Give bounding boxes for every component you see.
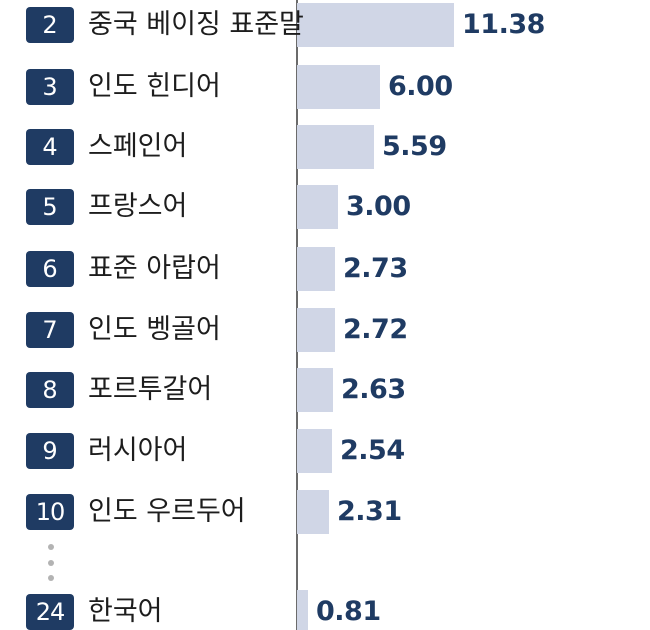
bar-row: 9 러시아어 2.54 — [0, 429, 650, 473]
bar-row: 24 한국어 0.81 — [0, 590, 650, 630]
bar-row: 10 인도 우르두어 2.31 — [0, 490, 650, 534]
value-label: 0.81 — [316, 596, 381, 627]
rank-badge: 7 — [26, 312, 74, 348]
bar — [297, 3, 454, 47]
rank-badge: 2 — [26, 7, 74, 43]
rank-badge: 8 — [26, 372, 74, 408]
rank-badge: 3 — [26, 69, 74, 105]
category-label: 인도 벵골어 — [88, 314, 221, 345]
category-label: 프랑스어 — [88, 191, 188, 222]
category-label: 러시아어 — [88, 435, 188, 466]
bar-row: 6 표준 아랍어 2.73 — [0, 247, 650, 291]
bar — [297, 308, 335, 352]
value-label: 2.31 — [337, 496, 402, 527]
value-label: 6.00 — [388, 71, 453, 102]
bar-row: 8 포르투갈어 2.63 — [0, 368, 650, 412]
value-label: 3.00 — [346, 191, 411, 222]
bar — [297, 125, 374, 169]
bar-row: 3 인도 힌디어 6.00 — [0, 65, 650, 109]
rank-badge: 9 — [26, 433, 74, 469]
category-label: 중국 베이징 표준말 — [88, 9, 304, 40]
rank-badge: 10 — [26, 494, 74, 530]
bar — [297, 247, 335, 291]
bar — [297, 185, 338, 229]
value-label: 2.54 — [340, 435, 405, 466]
rank-badge: 5 — [26, 189, 74, 225]
ellipsis-dot — [48, 560, 54, 566]
bar — [297, 490, 329, 534]
rank-badge: 6 — [26, 251, 74, 287]
bar-row: 7 인도 벵골어 2.72 — [0, 308, 650, 352]
value-label: 2.63 — [341, 374, 406, 405]
value-label: 5.59 — [382, 131, 447, 162]
category-label: 인도 힌디어 — [88, 71, 221, 102]
bar — [297, 429, 332, 473]
bar — [297, 590, 308, 630]
category-label: 표준 아랍어 — [88, 253, 221, 284]
ellipsis-dot — [48, 575, 54, 581]
value-label: 11.38 — [462, 9, 545, 40]
category-label: 한국어 — [88, 596, 163, 627]
bar — [297, 65, 380, 109]
bar-row: 2 중국 베이징 표준말 11.38 — [0, 3, 650, 47]
bar-row: 5 프랑스어 3.00 — [0, 185, 650, 229]
rank-badge: 4 — [26, 129, 74, 165]
category-label: 인도 우르두어 — [88, 496, 246, 527]
value-label: 2.73 — [343, 253, 408, 284]
category-label: 스페인어 — [88, 131, 188, 162]
ellipsis-dot — [48, 544, 54, 550]
category-label: 포르투갈어 — [88, 374, 213, 405]
bar-row: 4 스페인어 5.59 — [0, 125, 650, 169]
rank-badge: 24 — [26, 594, 74, 630]
value-label: 2.72 — [343, 314, 408, 345]
bar — [297, 368, 333, 412]
